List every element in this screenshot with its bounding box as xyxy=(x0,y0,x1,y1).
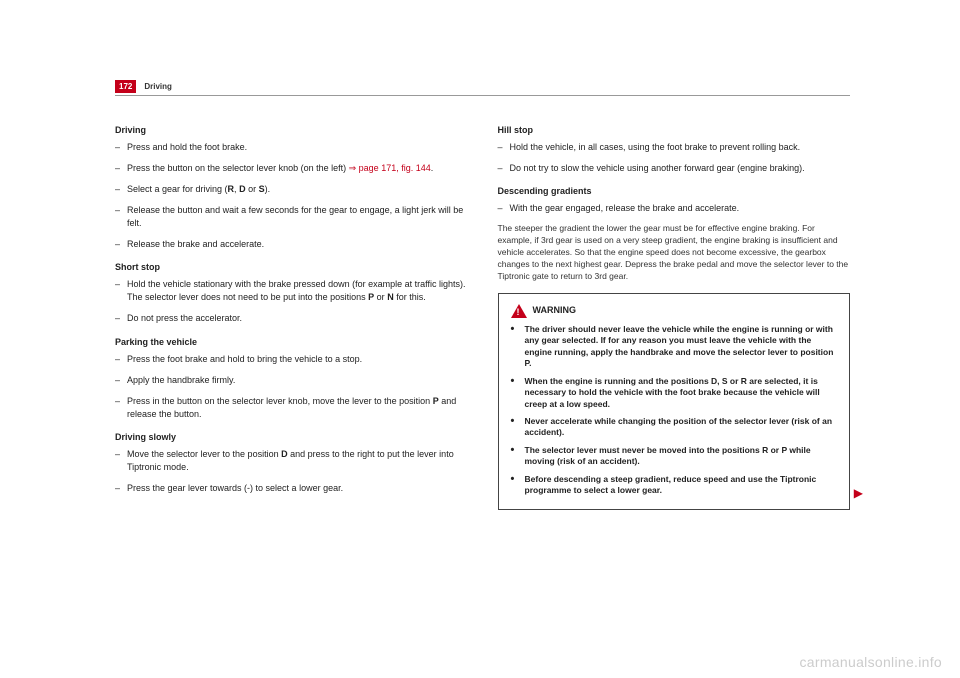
list-item: –Do not press the accelerator. xyxy=(115,312,468,325)
list-item: –Press and hold the foot brake. xyxy=(115,141,468,154)
list-item: –Apply the handbrake firmly. xyxy=(115,374,468,387)
section-driving: Driving xyxy=(115,124,468,137)
list-item: –Press in the button on the selector lev… xyxy=(115,395,468,421)
warning-header: WARNING xyxy=(511,304,838,318)
list-item: –Select a gear for driving (R, D or S). xyxy=(115,183,468,196)
page-content: 172 Driving Driving –Press and hold the … xyxy=(115,80,850,510)
section-parking: Parking the vehicle xyxy=(115,336,468,349)
list-item: –Hold the vehicle stationary with the br… xyxy=(115,278,468,304)
warning-item: •When the engine is running and the posi… xyxy=(511,376,838,410)
warning-item: •Before descending a steep gradient, red… xyxy=(511,474,838,497)
warning-triangle-icon xyxy=(511,304,527,318)
continuation-arrow-icon: ▶ xyxy=(854,485,863,502)
list-item: –Do not try to slow the vehicle using an… xyxy=(498,162,851,175)
section-short-stop: Short stop xyxy=(115,261,468,274)
warning-item: •Never accelerate while changing the pos… xyxy=(511,416,838,439)
left-column: Driving –Press and hold the foot brake. … xyxy=(115,124,468,510)
list-item: –Press the foot brake and hold to bring … xyxy=(115,353,468,366)
body-paragraph: The steeper the gradient the lower the g… xyxy=(498,223,851,282)
warning-title: WARNING xyxy=(533,304,577,317)
section-driving-slowly: Driving slowly xyxy=(115,431,468,444)
warning-item: •The selector lever must never be moved … xyxy=(511,445,838,468)
watermark: carmanualsonline.info xyxy=(800,654,943,670)
list-item: –Release the brake and accelerate. xyxy=(115,238,468,251)
list-item: –Release the button and wait a few secon… xyxy=(115,204,468,230)
section-hill-stop: Hill stop xyxy=(498,124,851,137)
page-number-badge: 172 xyxy=(115,80,136,93)
list-item: –Press the gear lever towards (-) to sel… xyxy=(115,482,468,495)
section-descending: Descending gradients xyxy=(498,185,851,198)
page-header: 172 Driving xyxy=(115,80,850,96)
list-item: –Press the button on the selector lever … xyxy=(115,162,468,175)
warning-box: WARNING •The driver should never leave t… xyxy=(498,293,851,510)
list-item: –Move the selector lever to the position… xyxy=(115,448,468,474)
header-title: Driving xyxy=(144,82,172,91)
right-column: Hill stop –Hold the vehicle, in all case… xyxy=(498,124,851,510)
warning-item: •The driver should never leave the vehic… xyxy=(511,324,838,370)
reference-link: ⇒ page 171, fig. 144 xyxy=(349,163,431,173)
list-item: –With the gear engaged, release the brak… xyxy=(498,202,851,215)
list-item: –Hold the vehicle, in all cases, using t… xyxy=(498,141,851,154)
columns: Driving –Press and hold the foot brake. … xyxy=(115,124,850,510)
